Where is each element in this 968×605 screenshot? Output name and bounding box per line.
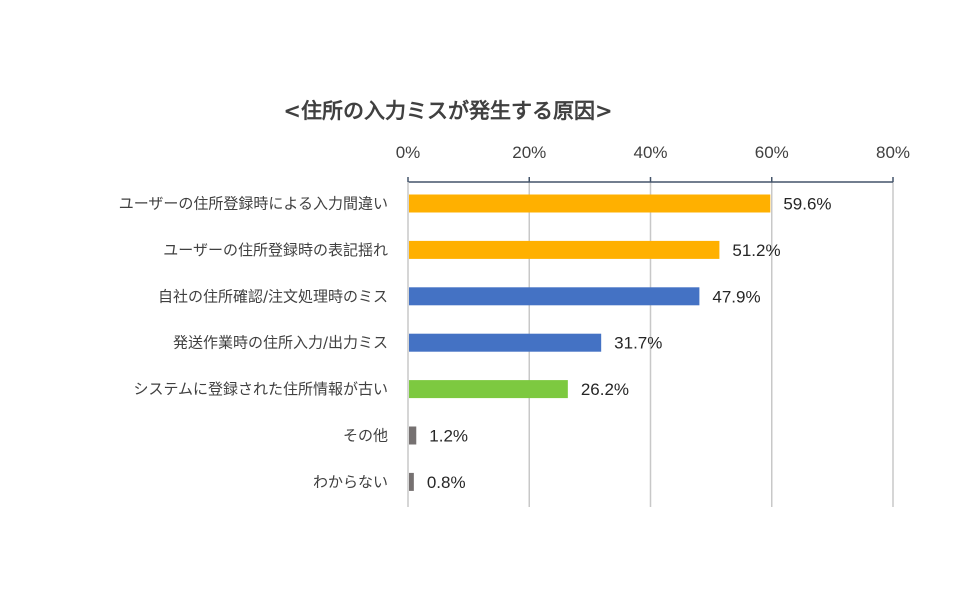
data-label: 59.6% bbox=[783, 195, 831, 214]
bar bbox=[409, 426, 417, 445]
x-tick-label: 0% bbox=[396, 143, 421, 162]
category-label: システムに登録された住所情報が古い bbox=[133, 380, 388, 398]
category-label: ユーザーの住所登録時による入力間違い bbox=[119, 195, 388, 213]
x-tick-label: 40% bbox=[633, 143, 667, 162]
data-label: 26.2% bbox=[581, 380, 629, 399]
x-tick-label: 60% bbox=[755, 143, 789, 162]
chart-title: <住所の入力ミスが発生する原因> bbox=[283, 99, 612, 123]
category-label: その他 bbox=[343, 427, 388, 445]
x-tick-label: 80% bbox=[876, 143, 910, 162]
x-axis bbox=[407, 177, 894, 507]
value-labels: 59.6% 51.2% 47.9% 31.7% 26.2% 1.2% 0.8% bbox=[427, 195, 832, 492]
x-tick-label: 20% bbox=[512, 143, 546, 162]
data-label: 31.7% bbox=[614, 334, 662, 353]
bar bbox=[409, 333, 602, 352]
bar bbox=[409, 287, 700, 306]
category-label: ユーザーの住所登録時の表記揺れ bbox=[163, 241, 388, 259]
data-label: 1.2% bbox=[429, 427, 468, 446]
bar bbox=[409, 472, 414, 491]
data-label: 51.2% bbox=[732, 241, 780, 260]
x-tick-labels: 0% 20% 40% 60% 80% bbox=[396, 143, 910, 162]
bar bbox=[409, 240, 720, 259]
data-label: 47.9% bbox=[712, 287, 760, 306]
data-label: 0.8% bbox=[427, 473, 466, 492]
bars bbox=[409, 194, 771, 491]
bar bbox=[409, 380, 568, 399]
category-label: 自社の住所確認/注文処理時のミス bbox=[158, 287, 388, 305]
category-label: 発送作業時の住所入力/出力ミス bbox=[173, 334, 388, 352]
bar bbox=[409, 194, 771, 213]
category-labels: ユーザーの住所登録時による入力間違いユーザーの住所登録時の表記揺れ自社の住所確認… bbox=[119, 195, 388, 491]
category-label: わからない bbox=[313, 473, 388, 491]
